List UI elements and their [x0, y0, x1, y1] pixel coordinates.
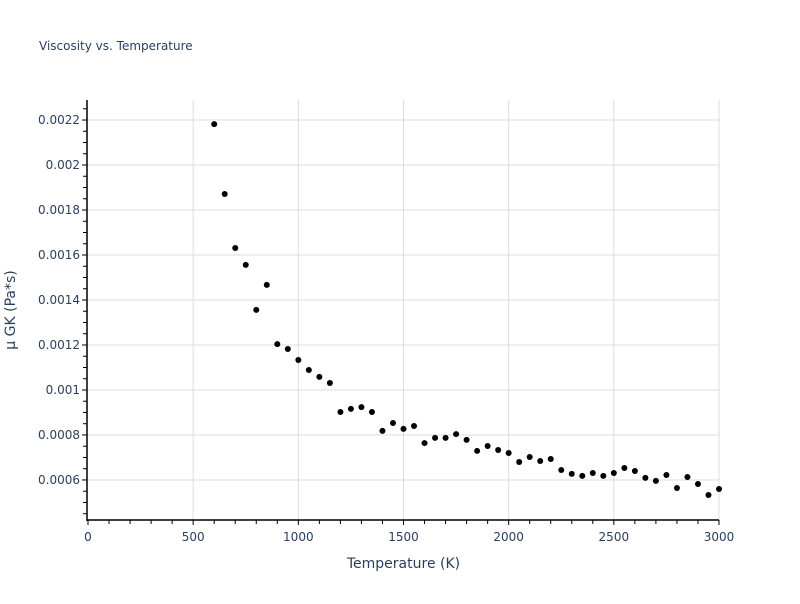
data-point: [684, 474, 691, 481]
data-point: [305, 366, 312, 373]
data-point: [358, 404, 365, 411]
data-point: [558, 467, 565, 474]
data-point: [716, 485, 722, 492]
data-point: [463, 436, 470, 443]
y-tick-label: 0.0012: [38, 338, 80, 352]
y-axis-title: μ GK (Pa*s): [3, 270, 19, 349]
data-point: [579, 472, 586, 479]
data-point: [442, 434, 449, 441]
data-point: [432, 434, 439, 441]
data-point: [389, 420, 396, 427]
data-point: [421, 440, 428, 447]
x-tick-label: 2000: [493, 530, 524, 544]
y-tick-label: 0.001: [46, 383, 80, 397]
y-tick-label: 0.0014: [38, 293, 80, 307]
data-point: [326, 379, 333, 386]
data-point: [274, 341, 281, 348]
data-point: [221, 191, 228, 198]
data-point: [610, 469, 617, 476]
data-point: [568, 470, 575, 477]
data-point: [673, 485, 680, 492]
data-point: [347, 405, 354, 412]
y-tick-label: 0.0018: [38, 203, 80, 217]
data-point: [284, 346, 291, 353]
data-point: [337, 409, 344, 416]
x-axis-title: Temperature (K): [346, 556, 460, 572]
x-tick-label: 1000: [283, 530, 314, 544]
data-points: [211, 121, 722, 499]
data-point: [316, 373, 323, 380]
data-point: [694, 481, 701, 488]
data-point: [631, 467, 638, 474]
data-point: [495, 447, 502, 454]
data-point: [705, 492, 712, 499]
data-point: [211, 121, 218, 128]
y-tick-label: 0.0008: [38, 428, 80, 442]
data-point: [526, 454, 533, 461]
y-tick-label: 0.002: [46, 158, 80, 172]
data-point: [537, 458, 544, 465]
data-point: [663, 472, 670, 479]
x-tick-label: 0: [84, 530, 92, 544]
x-tick-label: 1500: [388, 530, 419, 544]
data-point: [453, 431, 460, 438]
x-tick-label: 2500: [599, 530, 630, 544]
data-point: [621, 465, 628, 472]
data-point: [652, 477, 659, 484]
chart-title: Viscosity vs. Temperature: [39, 39, 193, 53]
data-point: [642, 474, 649, 481]
gridlines: [88, 100, 720, 520]
data-point: [589, 469, 596, 476]
data-point: [474, 447, 481, 454]
data-point: [484, 442, 491, 449]
y-tick-label: 0.0022: [38, 113, 80, 127]
data-point: [368, 409, 375, 416]
data-point: [547, 456, 554, 463]
data-point: [379, 427, 386, 434]
data-point: [516, 458, 523, 465]
data-point: [505, 449, 512, 456]
data-point: [232, 245, 239, 252]
data-point: [411, 422, 418, 429]
x-tick-label: 3000: [704, 530, 735, 544]
data-point: [242, 261, 249, 268]
data-point: [253, 306, 260, 313]
axes: 0 500 1000 1500 2000 2500 3000 0.0006 0.0008 0.00…: [38, 100, 734, 544]
y-tick-label: 0.0006: [38, 473, 80, 487]
data-point: [600, 472, 607, 479]
x-tick-label: 500: [182, 530, 205, 544]
y-tick-label: 0.0016: [38, 248, 80, 262]
data-point: [400, 425, 407, 432]
data-point: [263, 281, 270, 288]
data-point: [295, 357, 302, 364]
